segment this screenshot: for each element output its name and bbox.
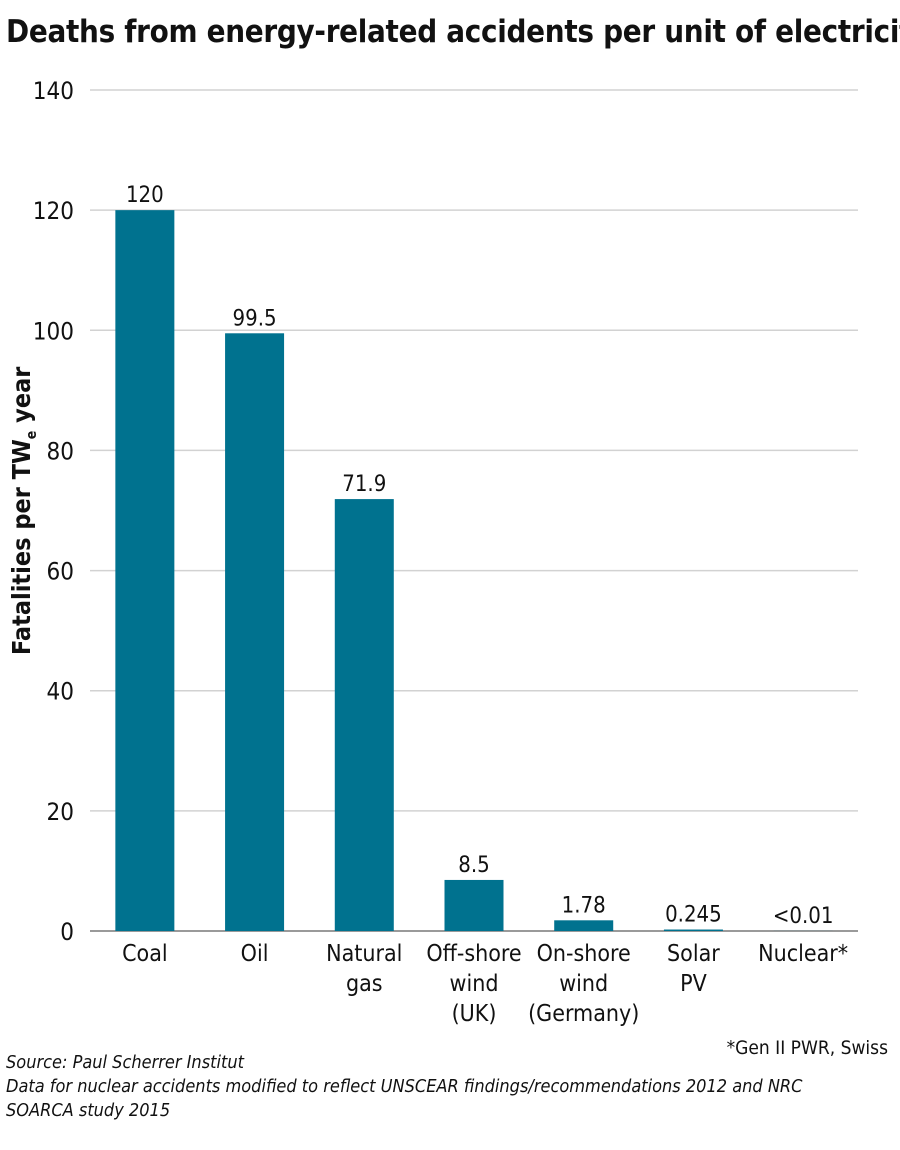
- x-category-label: PV: [680, 971, 707, 997]
- bar: [663, 929, 723, 931]
- data-label: 0.245: [665, 903, 722, 928]
- x-category-label: Solar: [667, 941, 720, 967]
- y-tick-label: 0: [60, 918, 74, 946]
- y-axis-label-subscript: e: [24, 431, 40, 440]
- y-tick-label: 60: [47, 558, 74, 586]
- bar: [444, 879, 504, 931]
- source-note: Source: Paul Scherrer Institut Data for …: [6, 1051, 886, 1123]
- source-line: SOARCA study 2015: [6, 1100, 171, 1121]
- y-tick-label: 80: [47, 437, 74, 465]
- data-label: 71.9: [342, 472, 386, 497]
- x-category-label: Nuclear*: [758, 941, 848, 967]
- gridlines: [90, 89, 858, 932]
- y-tick-label: 100: [33, 317, 74, 345]
- data-label: 120: [126, 183, 164, 208]
- y-axis-label-suffix: year: [7, 366, 36, 431]
- source-line: Source: Paul Scherrer Institut: [6, 1052, 244, 1073]
- y-tick-label: 20: [47, 798, 74, 826]
- y-tick-label: 120: [33, 197, 74, 225]
- x-category-label: On-shore: [537, 941, 631, 967]
- x-category-label: Natural: [326, 941, 402, 967]
- x-category-label: (UK): [452, 1001, 497, 1027]
- bar: [225, 333, 285, 931]
- bar: [334, 499, 394, 931]
- x-category-label: wind: [559, 971, 608, 997]
- data-label: <0.01: [773, 904, 834, 929]
- x-category-label: wind: [450, 971, 499, 997]
- y-axis-ticks: 0 20 40 60 80 100 120 140: [33, 77, 74, 946]
- x-category-label: gas: [346, 971, 383, 997]
- x-category-label: (Germany): [528, 1001, 639, 1027]
- y-axis-label-main: Fatalities per TW: [7, 439, 36, 655]
- data-label: 1.78: [562, 893, 606, 918]
- data-label: 99.5: [233, 306, 277, 331]
- footnote: *Gen II PWR, Swiss: [726, 1037, 888, 1059]
- source-line: Data for nuclear accidents modified to r…: [6, 1076, 803, 1097]
- y-tick-label: 40: [47, 678, 74, 706]
- x-category-label: Coal: [122, 941, 168, 967]
- bars: [115, 210, 833, 932]
- chart-title: Deaths from energy-related accidents per…: [6, 14, 900, 50]
- bar: [554, 920, 614, 931]
- bar: [115, 210, 175, 932]
- y-axis-label: Fatalities per TWe year: [7, 366, 40, 655]
- data-labels: 120 99.5 71.9 8.5 1.78 0.245 <0.01: [126, 183, 833, 929]
- x-category-label: Off-shore: [426, 941, 521, 967]
- x-category-label: Oil: [241, 941, 269, 967]
- data-label: 8.5: [458, 853, 489, 878]
- y-tick-label: 140: [33, 77, 74, 105]
- x-axis-categories: Coal Oil Natural gas Off-shore wind (UK) On-sho…: [122, 941, 848, 1027]
